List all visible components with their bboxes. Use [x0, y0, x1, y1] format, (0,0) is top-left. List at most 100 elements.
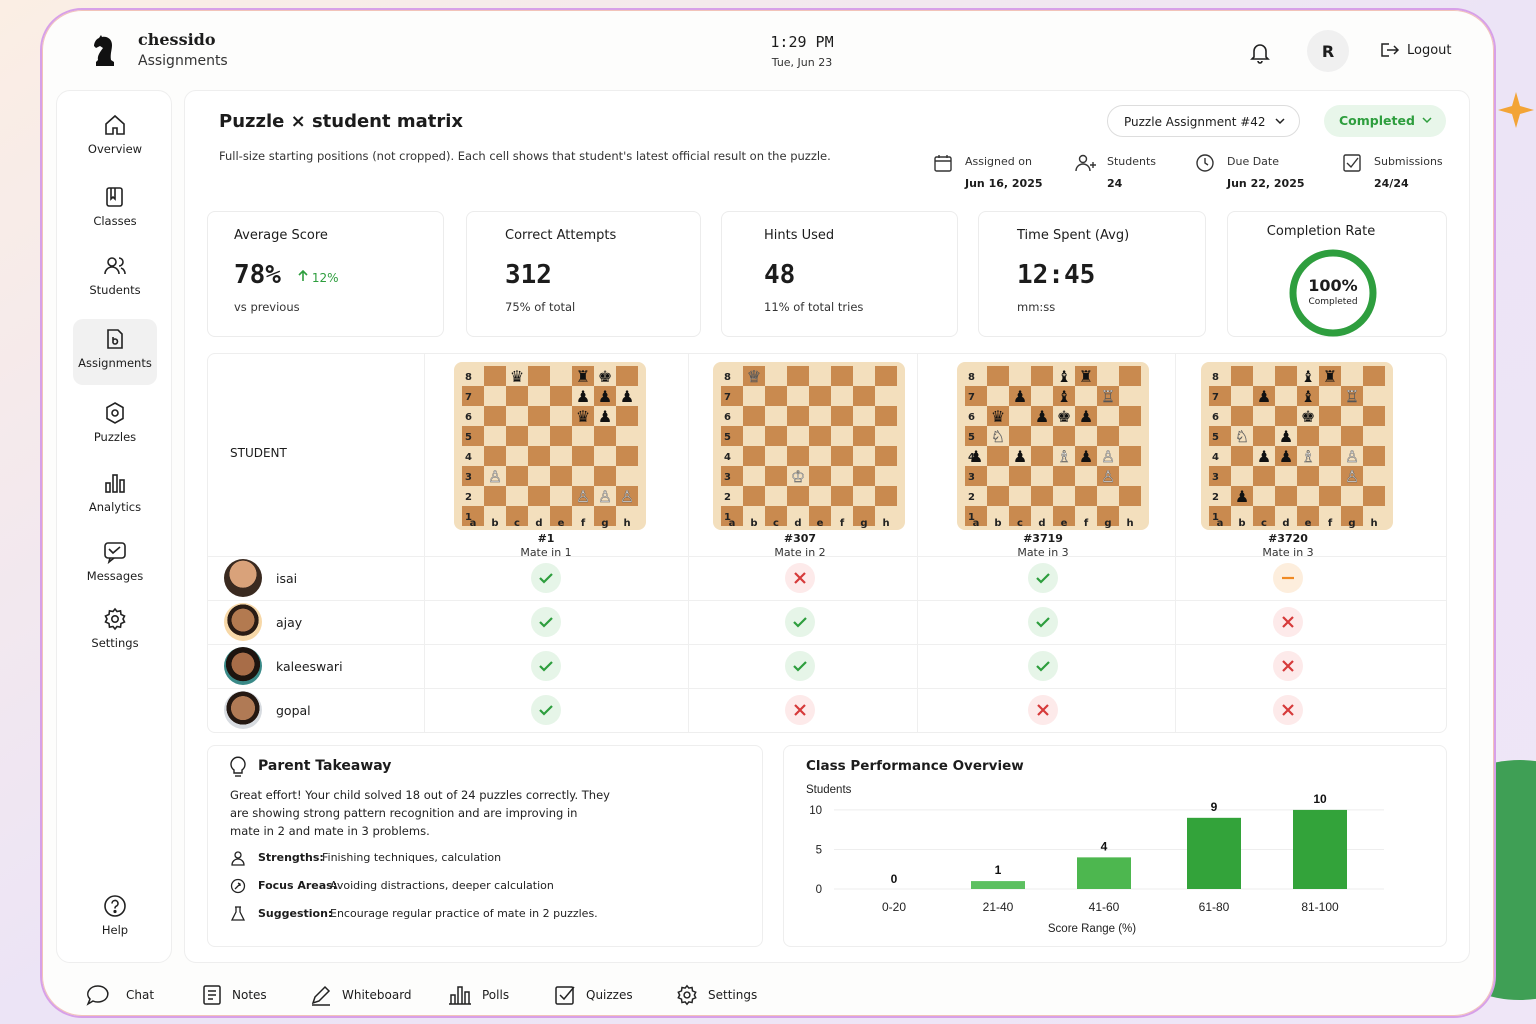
rank-label: 6	[1212, 412, 1219, 423]
board-square	[1231, 486, 1253, 506]
toolbar-label: Chat	[126, 988, 155, 1002]
board-square	[1363, 426, 1385, 446]
sidebar-item-messages[interactable]: Messages	[73, 532, 157, 598]
rank-label: 8	[968, 372, 975, 383]
result-wrong[interactable]	[1273, 695, 1303, 725]
board-square	[1009, 426, 1031, 446]
board-square	[1031, 366, 1053, 386]
sidebar-item-analytics[interactable]: Analytics	[73, 463, 157, 529]
stat-sub: 75% of total	[505, 300, 576, 314]
result-correct[interactable]	[785, 607, 815, 637]
file-label: d	[794, 518, 801, 529]
status-dropdown[interactable]: Completed	[1324, 105, 1446, 137]
stat-label: Completion Rate	[1266, 224, 1376, 239]
y-tick-label: 5	[816, 844, 822, 856]
board-square	[462, 466, 484, 486]
board-square	[506, 486, 528, 506]
page-title: Puzzle × student matrix	[219, 111, 464, 132]
board-square	[787, 406, 809, 426]
student-row-isai[interactable]: isai	[224, 556, 424, 600]
sidebar-item-students[interactable]: Students	[73, 246, 157, 312]
sidebar-item-puzzles[interactable]: Puzzles	[73, 393, 157, 459]
board-square	[1075, 506, 1097, 526]
board-square	[721, 386, 743, 406]
result-correct[interactable]	[1028, 651, 1058, 681]
board-square	[616, 446, 638, 466]
user-avatar[interactable]: R	[1307, 30, 1349, 72]
top-header: chessido Assignments 1:29 PM Tue, Jun 23…	[42, 10, 1494, 90]
sidebar-item-settings[interactable]: Settings	[73, 599, 157, 665]
result-correct[interactable]	[531, 563, 561, 593]
result-wrong[interactable]	[1273, 651, 1303, 681]
board-square	[594, 446, 616, 466]
help-button[interactable]: Help	[73, 886, 157, 952]
board-square	[484, 506, 506, 526]
white-piece-icon: ♗	[1057, 447, 1071, 466]
parent-takeaway-title: Parent Takeaway	[258, 758, 392, 774]
toolbar-chat[interactable]: Chat	[86, 984, 154, 1006]
board-square	[875, 446, 897, 466]
board-square	[506, 466, 528, 486]
board-square	[809, 486, 831, 506]
board-square	[1053, 446, 1075, 466]
board-square	[1319, 386, 1341, 406]
stat-value: 312	[505, 260, 552, 290]
assignment-select[interactable]: Puzzle Assignment #42	[1107, 105, 1300, 137]
board-square	[875, 486, 897, 506]
y-axis-label: Students	[806, 784, 852, 796]
toolbar-settings[interactable]: Settings	[676, 984, 757, 1006]
board-square	[1275, 406, 1297, 426]
result-correct[interactable]	[1028, 607, 1058, 637]
board-square	[550, 486, 572, 506]
file-label: e	[1305, 518, 1312, 529]
black-piece-icon: ♟	[1235, 487, 1249, 506]
sidebar-item-assignments[interactable]: Assignments	[73, 319, 157, 385]
toolbar-label: Notes	[232, 988, 267, 1002]
board-square	[787, 466, 809, 486]
chat-icon	[86, 985, 109, 1006]
board-square	[765, 506, 787, 526]
result-wrong[interactable]	[785, 563, 815, 593]
board-square	[616, 466, 638, 486]
result-correct[interactable]	[1028, 563, 1058, 593]
student-row-gopal[interactable]: gopal	[224, 688, 424, 732]
toolbar-whiteboard[interactable]: Whiteboard	[310, 984, 412, 1006]
book-icon	[106, 187, 123, 207]
toolbar-quizzes[interactable]: Quizzes	[554, 984, 633, 1006]
file-label: d	[1038, 518, 1045, 529]
board-square	[1297, 486, 1319, 506]
white-piece-icon: ♔	[791, 467, 805, 486]
result-partial[interactable]	[1273, 563, 1303, 593]
student-row-kaleeswari[interactable]: kaleeswari	[224, 644, 424, 688]
board-square	[831, 366, 853, 386]
check-icon	[539, 705, 553, 716]
toolbar-notes[interactable]: Notes	[202, 984, 267, 1006]
rank-label: 7	[465, 392, 472, 403]
result-correct[interactable]	[531, 695, 561, 725]
result-correct[interactable]	[531, 607, 561, 637]
arrow-up-icon	[298, 269, 308, 281]
student-row-ajay[interactable]: ajay	[224, 600, 424, 644]
file-label: h	[882, 518, 889, 529]
board-square	[1075, 366, 1097, 386]
board-square	[875, 466, 897, 486]
result-wrong[interactable]	[1273, 607, 1303, 637]
board-square	[462, 366, 484, 386]
sidebar-item-overview[interactable]: Overview	[73, 105, 157, 171]
status-label: Completed	[1339, 113, 1415, 128]
bell-icon[interactable]	[1248, 40, 1272, 64]
result-wrong[interactable]	[1028, 695, 1058, 725]
white-piece-icon: ♙	[576, 487, 590, 506]
logout-button[interactable]: Logout	[1380, 42, 1452, 58]
board-square	[462, 426, 484, 446]
toolbar-polls[interactable]: Polls	[448, 984, 509, 1006]
board-square	[1363, 366, 1385, 386]
result-wrong[interactable]	[785, 695, 815, 725]
sidebar-item-classes[interactable]: Classes	[73, 177, 157, 243]
x-tick-label: 41-60	[1089, 900, 1120, 914]
board-square	[1341, 446, 1363, 466]
result-correct[interactable]	[785, 651, 815, 681]
file-label: f	[1328, 518, 1333, 529]
board-square	[1297, 506, 1319, 526]
result-correct[interactable]	[531, 651, 561, 681]
